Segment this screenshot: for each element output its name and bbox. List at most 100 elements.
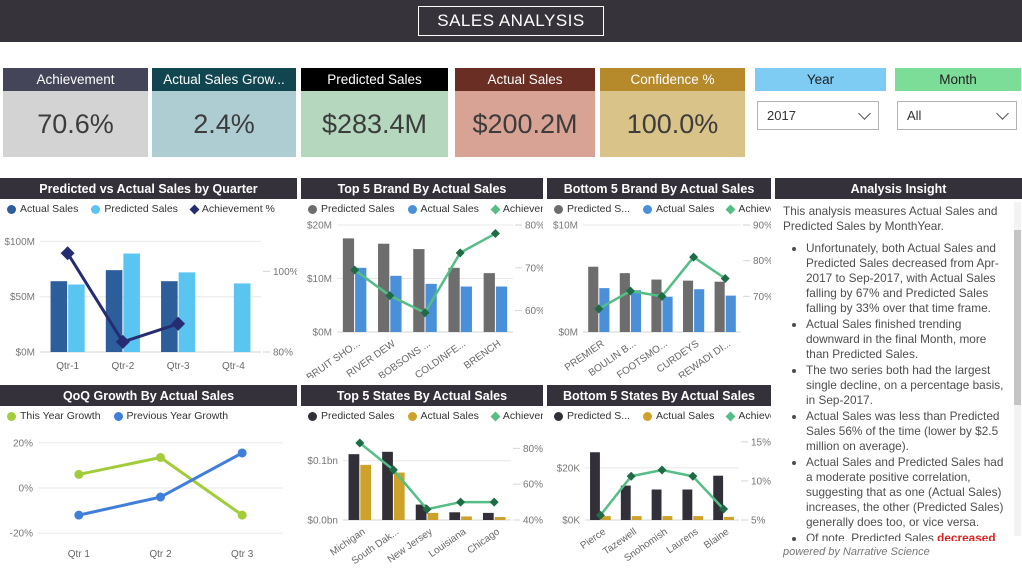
data-point[interactable] xyxy=(355,438,365,448)
Predicted Sales-bar[interactable] xyxy=(123,253,140,352)
legend-item[interactable]: Actual Sales xyxy=(407,410,479,422)
month-dropdown[interactable]: All xyxy=(897,101,1017,130)
Actual Sales-bar[interactable] xyxy=(461,516,472,520)
data-point[interactable] xyxy=(595,510,605,520)
bottom5-states-chart-plot[interactable]: $0K$20K5%10%15%PierceTazewellSnohomishLa… xyxy=(547,426,771,566)
data-point[interactable] xyxy=(625,286,635,296)
data-point[interactable] xyxy=(237,448,247,458)
data-point[interactable] xyxy=(156,492,165,502)
Predicted Sales-bar[interactable] xyxy=(348,454,360,520)
Predicted S...-bar[interactable] xyxy=(619,273,630,332)
Actual Sales-bar[interactable] xyxy=(360,464,372,520)
Actual Sales-bar[interactable] xyxy=(662,516,673,520)
data-point[interactable] xyxy=(60,246,75,261)
Actual Sales-bar[interactable] xyxy=(630,290,642,332)
Actual Sales-bar[interactable] xyxy=(390,275,402,332)
data-point[interactable] xyxy=(237,510,247,520)
legend-item[interactable]: Actual Sales xyxy=(407,203,479,215)
legend-item[interactable]: Predicted Sales xyxy=(308,203,395,215)
qoq-growth-chart-plot[interactable]: -20% 0% 20% Qtr 1 Qtr 2 Qtr 3 xyxy=(0,426,297,566)
Actual Sales-bar[interactable] xyxy=(393,472,405,520)
data-point[interactable] xyxy=(720,274,730,283)
Actual Sales-bar[interactable] xyxy=(694,289,705,332)
Predicted Sales-bar[interactable] xyxy=(178,272,196,352)
Actual Sales-bar[interactable] xyxy=(599,288,610,332)
Actual Sales-bar[interactable] xyxy=(460,286,472,332)
year-dropdown[interactable]: 2017 xyxy=(757,101,879,130)
legend-item[interactable]: Actual Sales xyxy=(643,203,714,215)
data-point[interactable] xyxy=(74,510,84,520)
Actual Sales-bar[interactable] xyxy=(662,296,673,332)
data-point[interactable] xyxy=(350,265,360,275)
Predicted Sales-bar[interactable] xyxy=(233,283,251,352)
legend-item[interactable]: Previous Year Growth xyxy=(113,410,228,422)
Actual Sales-bar[interactable] xyxy=(425,283,437,332)
data-point[interactable] xyxy=(420,308,430,318)
data-point[interactable] xyxy=(719,504,729,514)
data-point[interactable] xyxy=(455,248,465,258)
legend-item[interactable]: Actual Sales xyxy=(643,410,714,422)
Actual Sales-bar[interactable] xyxy=(600,516,611,520)
Actual Sales-bar[interactable] xyxy=(494,517,506,520)
data-point[interactable] xyxy=(626,471,636,481)
data-point[interactable] xyxy=(688,471,698,481)
Predicted Sales-bar[interactable] xyxy=(378,243,390,332)
Predicted S...-bar[interactable] xyxy=(714,281,725,332)
legend-item[interactable]: Achieveme... xyxy=(725,410,771,422)
data-point[interactable] xyxy=(456,497,466,507)
insight-scrollbar-thumb[interactable] xyxy=(1014,230,1021,405)
Actual Sales-bar[interactable] xyxy=(355,267,367,332)
Predicted Sales-bar[interactable] xyxy=(483,273,495,332)
legend-item[interactable]: Achievement % xyxy=(490,203,543,215)
data-point[interactable] xyxy=(657,291,667,301)
Predicted Sales-bar[interactable] xyxy=(448,267,460,332)
Actual Sales-bar[interactable] xyxy=(50,281,68,352)
Actual Sales-bar[interactable] xyxy=(161,281,178,352)
legend-item[interactable]: Predicted S... xyxy=(554,203,630,215)
Actual Sales-bar[interactable] xyxy=(495,286,508,332)
Predicted Sales-bar[interactable] xyxy=(482,512,494,520)
Predicted Sales-bar[interactable] xyxy=(342,238,355,332)
Predicted Sales-bar[interactable] xyxy=(382,451,393,520)
Predicted S...-bar[interactable] xyxy=(651,279,662,332)
Actual Sales-bar[interactable] xyxy=(105,270,123,352)
data-point[interactable] xyxy=(594,304,604,314)
Predicted S...-bar[interactable] xyxy=(713,475,724,520)
Predicted S...-bar[interactable] xyxy=(588,266,599,332)
Actual Sales-bar[interactable] xyxy=(427,512,439,520)
data-point[interactable] xyxy=(171,316,186,331)
legend-item[interactable]: Achieveme... xyxy=(725,203,771,215)
Actual Sales-bar[interactable] xyxy=(725,295,736,332)
data-point[interactable] xyxy=(115,334,130,349)
legend-item[interactable]: Actual Sales xyxy=(7,203,78,215)
data-point[interactable] xyxy=(689,252,699,262)
insight-scrollbar[interactable] xyxy=(1014,202,1021,536)
Predicted Sales-bar[interactable] xyxy=(415,504,427,520)
Actual Sales-bar[interactable] xyxy=(631,516,642,520)
data-point[interactable] xyxy=(490,229,500,239)
Predicted S...-bar[interactable] xyxy=(682,489,693,520)
legend-item[interactable]: Predicted Sales xyxy=(308,410,395,422)
data-point[interactable] xyxy=(489,497,499,507)
data-point[interactable] xyxy=(422,504,432,514)
data-point[interactable] xyxy=(385,291,395,301)
data-point[interactable] xyxy=(388,465,398,475)
Predicted Sales-bar[interactable] xyxy=(68,284,85,352)
Predicted S...-bar[interactable] xyxy=(590,452,600,520)
data-point[interactable] xyxy=(657,465,667,475)
legend-item[interactable]: Achievement % xyxy=(189,203,275,215)
Predicted Sales-bar[interactable] xyxy=(449,512,461,520)
Predicted S...-bar[interactable] xyxy=(651,489,662,520)
legend-item[interactable]: Predicted S... xyxy=(554,410,630,422)
legend-item[interactable]: Predicted Sales xyxy=(91,203,178,215)
Actual Sales-bar[interactable] xyxy=(724,516,734,520)
data-point[interactable] xyxy=(74,469,84,479)
legend-item[interactable]: Achievement % xyxy=(490,410,543,422)
Predicted S...-bar[interactable] xyxy=(620,485,631,520)
Predicted S...-bar[interactable] xyxy=(682,280,694,332)
quarter-chart-plot[interactable]: $0M $50M $100M 80% 100% Qtr-1 Qtr-2 Qtr-3 Qtr-4 xyxy=(0,219,298,378)
Predicted Sales-bar[interactable] xyxy=(413,249,425,332)
